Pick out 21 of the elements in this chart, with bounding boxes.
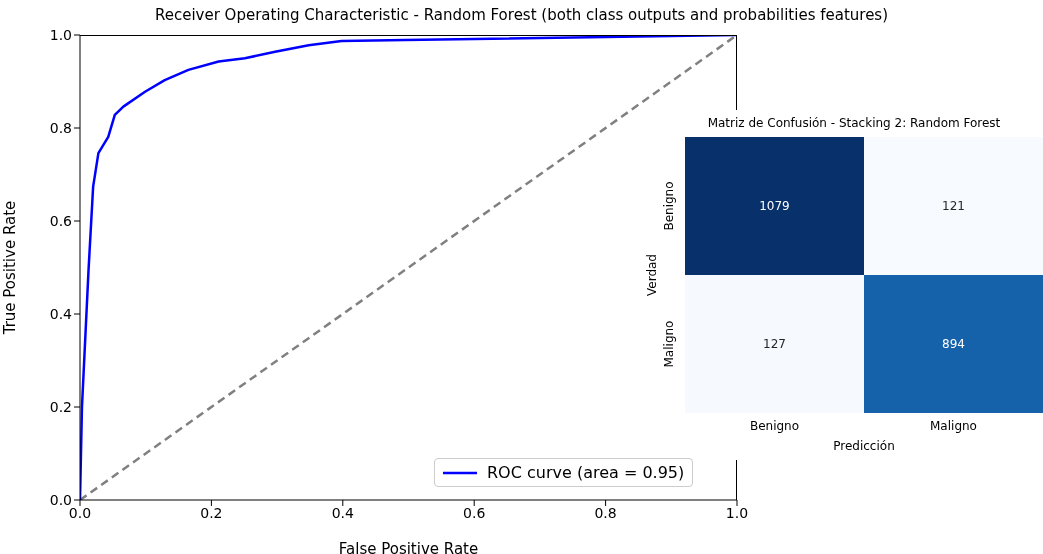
y-tick-label: 1.0 — [49, 26, 72, 43]
x-axis-title: False Positive Rate — [338, 540, 479, 554]
data-label: 1079 — [759, 199, 790, 213]
data-label: 894 — [942, 337, 965, 351]
x-axis-title: Predicción — [833, 439, 895, 453]
x-tick-label: 0.6 — [463, 504, 486, 521]
x-tick-label: 0.4 — [331, 504, 355, 521]
y-tick-label: 0.6 — [49, 212, 73, 229]
x-tick-label: 1.0 — [725, 504, 749, 521]
legend-label: ROC curve (area = 0.95) — [487, 463, 685, 482]
data-label: 127 — [763, 337, 786, 351]
y-axis-title: Verdad — [645, 254, 659, 296]
x-tick-label: 0.8 — [594, 504, 617, 521]
data-label: 121 — [942, 199, 965, 213]
chart-title: Receiver Operating Characteristic - Random Forest (both class outputs and probabilities features) — [153, 6, 890, 24]
text: Matriz de Confusión - Stacking 2: Random Forest — [706, 116, 1002, 130]
y-tick-label: 0.4 — [49, 305, 73, 322]
y-tick-label: 0.8 — [49, 119, 72, 136]
y-tick-label: 0.2 — [49, 398, 72, 415]
y-axis-title: True Positive Rate — [1, 200, 20, 336]
x-tick-label: 0.2 — [200, 504, 223, 521]
